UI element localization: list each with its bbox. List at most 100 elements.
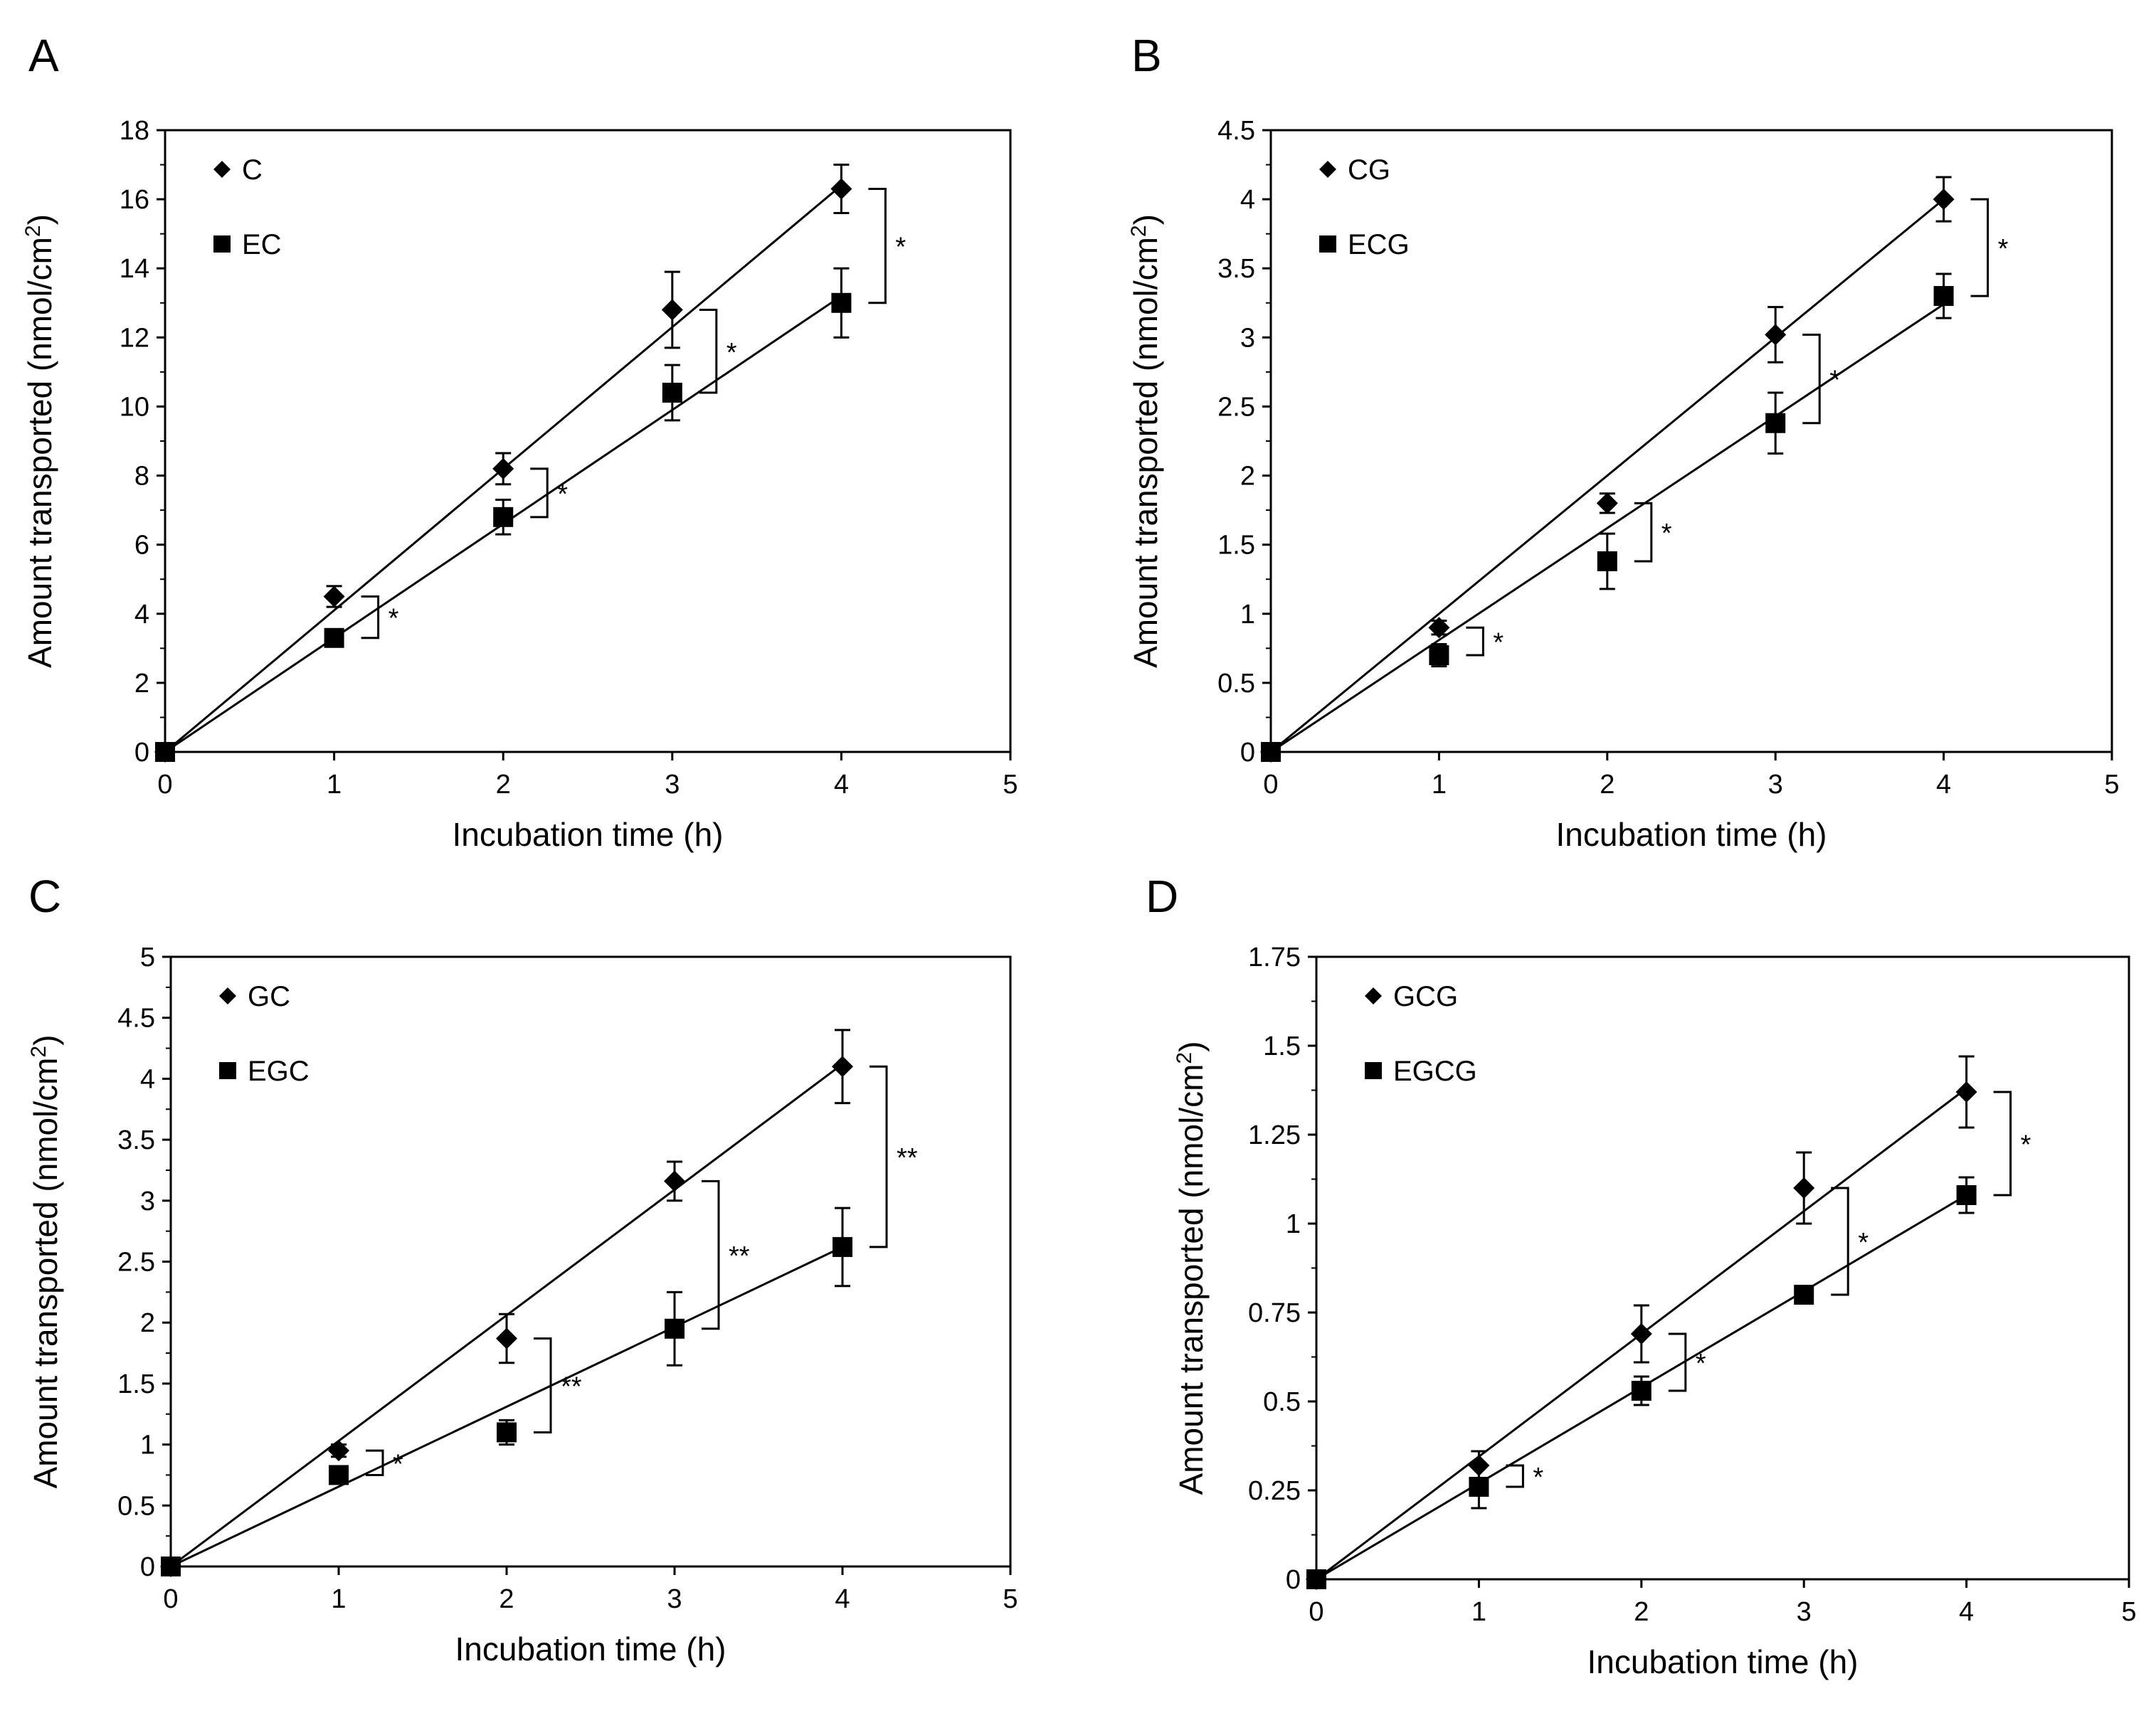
data-point bbox=[1596, 492, 1618, 514]
panel-d-sig-label: * bbox=[1696, 1349, 1706, 1379]
panel-a-series-ec bbox=[155, 267, 852, 762]
panel-d-sig-bracket bbox=[1993, 1091, 2012, 1197]
panel-b-sig-label: * bbox=[1998, 234, 2009, 264]
panel-c-sig-bracket bbox=[702, 1179, 720, 1330]
panel-b-xtick-label: 5 bbox=[2104, 770, 2119, 800]
panel-a-xtick-label: 2 bbox=[496, 770, 511, 800]
panel-a-ytick-label: 4 bbox=[134, 600, 149, 630]
data-point bbox=[1428, 617, 1450, 639]
panel-b-ytick-label: 0.5 bbox=[1217, 669, 1255, 699]
panel-d-ytick-label: 1.25 bbox=[1248, 1120, 1301, 1150]
data-point bbox=[661, 299, 683, 321]
legend-label: EGCG bbox=[1393, 1056, 1477, 1087]
panel-a-xtick-label: 0 bbox=[157, 770, 172, 800]
panel-c-sig-label: ** bbox=[897, 1143, 918, 1173]
legend-marker-square bbox=[1319, 235, 1336, 253]
panel-a-sig-bracket bbox=[868, 188, 887, 304]
panel-b-plot-frame bbox=[1269, 129, 2113, 753]
panel-d-xtick-label: 3 bbox=[1797, 1597, 1812, 1627]
panel-a-sig-bracket bbox=[361, 595, 380, 640]
data-point bbox=[662, 383, 682, 403]
panel-b-sig-bracket bbox=[1802, 333, 1821, 425]
panel-d-ytick-label: 1.75 bbox=[1248, 943, 1301, 972]
panel-c-xtick-label: 0 bbox=[163, 1584, 178, 1614]
panel-c-x-axis-title: Incubation time (h) bbox=[455, 1630, 726, 1667]
panel-a-plot-frame bbox=[164, 129, 1012, 753]
legend-marker-diamond bbox=[219, 987, 236, 1004]
data-point bbox=[323, 585, 345, 608]
panel-d-legend: GCG EGCG bbox=[1365, 981, 1477, 1087]
panel-c-letter: C bbox=[28, 871, 61, 922]
panel-a-sig-label: * bbox=[389, 604, 399, 634]
data-point bbox=[324, 627, 344, 648]
panel-c-y-axis-title: Amount transported (nmol/cm2) bbox=[27, 1035, 65, 1489]
panel-b-xtick-label: 4 bbox=[1936, 770, 1951, 800]
legend-label: EC bbox=[242, 229, 282, 260]
data-point bbox=[497, 1422, 517, 1443]
panel-d-letter: D bbox=[1146, 871, 1178, 922]
panel-b-ytick-label: 2 bbox=[1240, 462, 1255, 492]
data-point bbox=[493, 507, 514, 527]
panel-a-ytick-label: 10 bbox=[120, 392, 149, 422]
panel-a-ytick-label: 18 bbox=[120, 116, 149, 146]
panel-c-ytick-label: 5 bbox=[140, 943, 155, 972]
data-point bbox=[1631, 1381, 1652, 1401]
panel-a-ytick-label: 6 bbox=[134, 531, 149, 561]
panel-c: C 0 0.5 1 1.5 2 2.5 3 3.5 4 4.5 5 0 1 2 3 4 5 Incubation t… bbox=[27, 871, 1018, 1667]
panel-d-sig-bracket bbox=[1668, 1332, 1687, 1392]
panel-c-ytick-label: 1 bbox=[140, 1431, 155, 1460]
panel-d-sig-label: * bbox=[2021, 1130, 2031, 1160]
panel-a-letter: A bbox=[28, 30, 59, 81]
panel-b-ytick-label: 4 bbox=[1240, 185, 1255, 215]
data-point bbox=[329, 1465, 349, 1485]
panel-b-xtick-label: 2 bbox=[1600, 770, 1615, 800]
legend-marker-diamond bbox=[1319, 161, 1336, 178]
panel-d-ytick-label: 1.5 bbox=[1263, 1032, 1301, 1061]
panel-d-ytick-label: 0.75 bbox=[1248, 1298, 1301, 1328]
legend-label: C bbox=[242, 154, 263, 186]
panel-c-sig-bracket bbox=[870, 1065, 888, 1248]
data-point bbox=[155, 742, 175, 762]
panel-c-series-gc bbox=[160, 1029, 853, 1577]
panel-d-ytick-label: 1 bbox=[1286, 1209, 1301, 1239]
panel-c-ytick-label: 4.5 bbox=[117, 1004, 155, 1034]
data-point bbox=[161, 1557, 181, 1576]
data-point bbox=[1630, 1323, 1652, 1345]
data-point bbox=[665, 1318, 685, 1339]
panel-b-legend: CG ECG bbox=[1319, 154, 1410, 260]
panel-d-xtick-label: 4 bbox=[1959, 1597, 1974, 1627]
panel-a-xtick-label: 3 bbox=[665, 770, 680, 800]
panel-b-x-axis-title: Incubation time (h) bbox=[1556, 816, 1827, 853]
panel-c-ytick-label: 2.5 bbox=[117, 1248, 155, 1278]
panel-b-sig-label: * bbox=[1493, 628, 1504, 658]
panel-b-sig-bracket bbox=[1634, 502, 1653, 563]
panel-c-plot-frame bbox=[169, 955, 1012, 1568]
panel-d-xtick-label: 2 bbox=[1634, 1597, 1649, 1627]
panel-c-sig-label: * bbox=[393, 1449, 403, 1479]
legend-marker-diamond bbox=[213, 161, 231, 178]
legend-label: GCG bbox=[1393, 981, 1458, 1012]
panel-b-xtick-label: 3 bbox=[1768, 770, 1783, 800]
panel-b-y-axis-title: Amount transported (nmol/cm2) bbox=[1127, 214, 1165, 668]
panel-b-ytick-label: 1.5 bbox=[1217, 531, 1255, 561]
panel-c-ytick-label: 1.5 bbox=[117, 1369, 155, 1399]
panel-c-series-egc bbox=[161, 1207, 852, 1576]
panel-a-ytick-label: 12 bbox=[120, 323, 149, 353]
panel-c-sig-bracket bbox=[534, 1337, 552, 1433]
panel-b-sig-label: * bbox=[1829, 366, 1840, 396]
data-point bbox=[1261, 742, 1281, 762]
data-point bbox=[1794, 1285, 1814, 1305]
legend-label: ECG bbox=[1348, 229, 1410, 260]
panel-b-ytick-label: 0 bbox=[1240, 738, 1255, 768]
panel-a-ytick-label: 8 bbox=[134, 462, 149, 492]
panel-b-xtick-label: 1 bbox=[1432, 770, 1447, 800]
panel-c-ytick-label: 3 bbox=[140, 1187, 155, 1216]
panel-b-ytick-label: 2.5 bbox=[1217, 392, 1255, 422]
panel-c-sig-bracket bbox=[366, 1449, 384, 1476]
data-point bbox=[664, 1170, 685, 1192]
panel-d-series-gcg bbox=[1306, 1055, 1977, 1590]
data-point bbox=[1306, 1569, 1326, 1589]
panel-c-ytick-label: 4 bbox=[140, 1064, 155, 1094]
data-point bbox=[1765, 413, 1786, 433]
data-point bbox=[1429, 645, 1449, 666]
